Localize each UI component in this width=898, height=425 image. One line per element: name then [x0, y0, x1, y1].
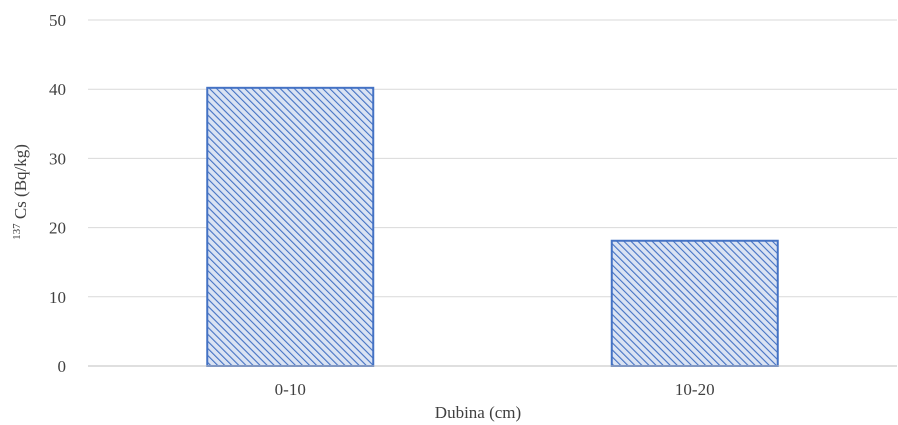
bars	[206, 86, 779, 367]
x-tick-label: 10-20	[675, 380, 715, 399]
y-tick-label: 40	[49, 80, 66, 99]
x-tick-label: 0-10	[275, 380, 306, 399]
x-axis-title: Dubina (cm)	[435, 403, 521, 422]
y-tick-labels: 0 10 20 30 40 50	[49, 11, 66, 376]
x-tick-labels: 0-10 10-20	[275, 380, 715, 399]
y-tick-label: 50	[49, 11, 66, 30]
y-axis-title-text: Cs (Bq/kg)	[11, 144, 30, 219]
y-tick-label: 30	[49, 149, 66, 168]
y-axis-title-superscript: 137	[11, 223, 23, 240]
bar-0-10	[206, 86, 375, 367]
y-tick-label: 0	[58, 357, 67, 376]
y-axis-title: 137 Cs (Bq/kg)	[5, 144, 30, 240]
bar-10-20	[610, 239, 779, 367]
y-tick-label: 20	[49, 219, 66, 238]
y-tick-label: 10	[49, 288, 66, 307]
